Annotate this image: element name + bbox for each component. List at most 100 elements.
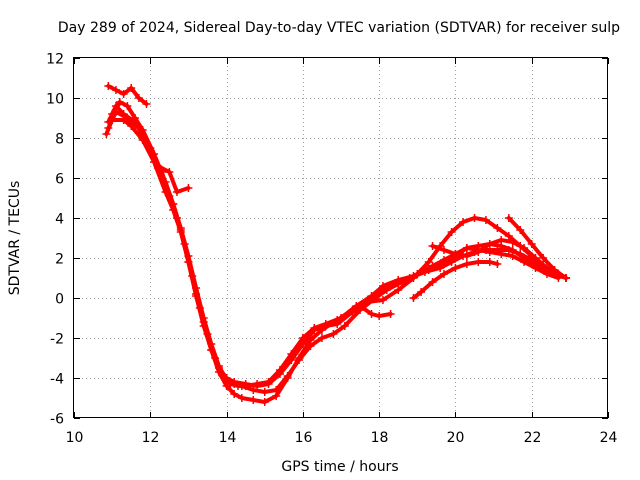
data-point [253, 382, 262, 390]
data-point [497, 250, 506, 258]
data-point [138, 126, 147, 134]
data-point [451, 250, 460, 258]
data-point [241, 380, 250, 388]
data-point [272, 386, 281, 394]
data-point [542, 264, 551, 272]
data-point [516, 226, 525, 234]
x-tick-label: 20 [447, 430, 465, 446]
data-point [356, 302, 365, 310]
data-point [481, 216, 490, 224]
x-tick-label: 24 [600, 430, 618, 446]
data-point [283, 372, 292, 380]
data-point [428, 262, 437, 270]
data-point [340, 322, 349, 330]
data-point [104, 82, 113, 90]
data-point [108, 110, 117, 118]
data-point [264, 380, 273, 388]
data-point [386, 310, 395, 318]
data-point [493, 224, 502, 232]
data-point [409, 274, 418, 282]
data-point [550, 266, 559, 274]
data-point [333, 320, 342, 328]
x-tick-label: 18 [371, 430, 389, 446]
data-point [348, 308, 357, 316]
data-point [527, 240, 536, 248]
data-point [310, 326, 319, 334]
data-point [134, 94, 143, 102]
data-point [222, 374, 231, 382]
data-point [417, 288, 426, 296]
data-point [462, 260, 471, 268]
data-point [192, 292, 201, 300]
y-tick-label: -2 [50, 332, 64, 348]
series-track-6 [155, 164, 191, 194]
y-tick-label: 0 [55, 292, 64, 308]
plot-frame [73, 57, 608, 418]
data-point [375, 312, 384, 320]
data-point [474, 258, 483, 266]
data-point [207, 346, 216, 354]
data-point [306, 342, 315, 350]
data-point [317, 334, 326, 342]
data-point [493, 260, 502, 268]
series-track-2 [106, 104, 561, 388]
data-point [275, 370, 284, 378]
data-point [184, 184, 193, 192]
data-point [531, 264, 540, 272]
data-point [504, 232, 513, 240]
y-tick-label: 6 [55, 172, 64, 188]
data-point [428, 242, 437, 250]
y-tick-label: 12 [46, 52, 64, 68]
data-point [520, 244, 529, 252]
data-point [260, 398, 269, 406]
data-point [230, 378, 239, 386]
data-point [363, 298, 372, 306]
data-point [142, 100, 151, 108]
data-point [104, 124, 113, 132]
data-point [462, 252, 471, 260]
y-tick-label: 10 [46, 92, 64, 108]
data-point [439, 256, 448, 264]
data-point [497, 236, 506, 244]
data-point [485, 240, 494, 248]
data-point [249, 396, 258, 404]
data-point [424, 258, 433, 266]
data-point [504, 214, 513, 222]
x-tick-label: 10 [66, 430, 84, 446]
data-point [102, 130, 111, 138]
data-point [169, 200, 178, 208]
data-series [102, 82, 571, 406]
data-point [531, 254, 540, 262]
series-track-10 [506, 216, 568, 280]
y-tick-label: 8 [55, 132, 64, 148]
data-point [394, 286, 403, 294]
data-point [165, 168, 174, 176]
data-point [298, 340, 307, 348]
data-point [111, 86, 120, 94]
series-track-7 [358, 304, 393, 318]
data-point [382, 286, 391, 294]
data-point [470, 214, 479, 222]
data-point [184, 258, 193, 266]
x-tick-label: 22 [524, 430, 542, 446]
data-point [123, 114, 132, 122]
data-point [199, 322, 208, 330]
data-point [260, 388, 269, 396]
data-point [115, 98, 124, 106]
y-tick-label: -4 [50, 372, 64, 388]
data-point [474, 248, 483, 256]
data-point [172, 188, 181, 196]
data-point [123, 102, 132, 110]
x-tick-label: 12 [142, 430, 160, 446]
data-point [237, 394, 246, 402]
x-axis-label: GPS time / hours [281, 459, 398, 475]
data-point [562, 274, 571, 282]
data-point [176, 226, 185, 234]
data-point [459, 218, 468, 226]
data-point [409, 294, 418, 302]
data-point [508, 252, 517, 260]
x-tick-label: 14 [219, 430, 237, 446]
chart-title: Day 289 of 2024, Sidereal Day-to-day VTE… [58, 20, 620, 36]
